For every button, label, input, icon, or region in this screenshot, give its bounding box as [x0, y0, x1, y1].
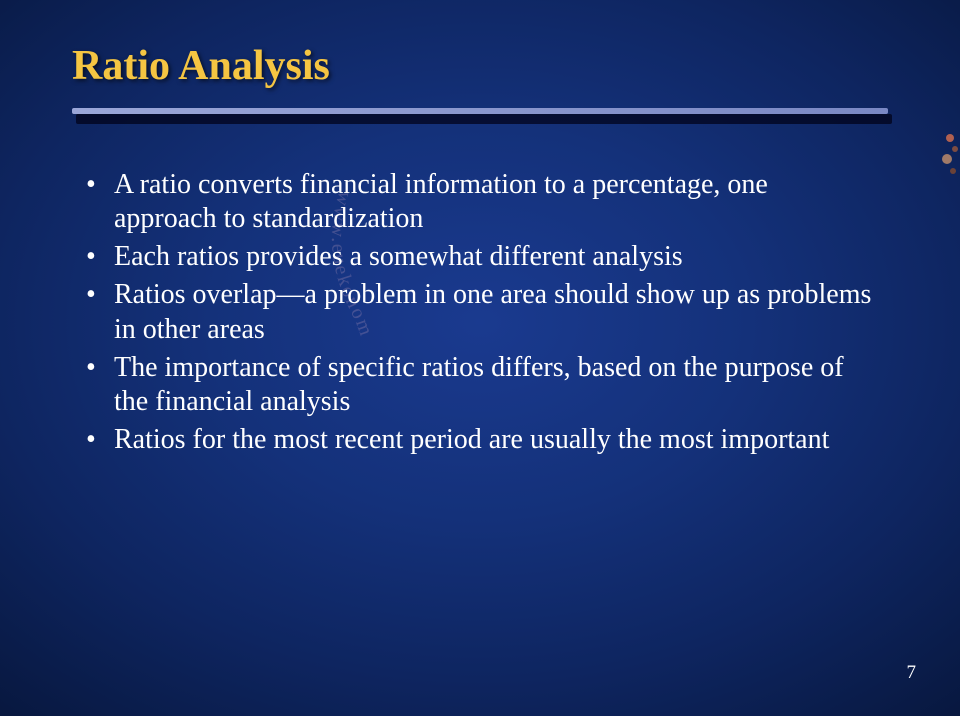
list-item: The importance of specific ratios differ… — [86, 351, 876, 419]
underline-shadow — [76, 114, 892, 124]
deco-dot — [952, 146, 958, 152]
list-item: Ratios overlap—a problem in one area sho… — [86, 278, 876, 346]
underline-main — [72, 108, 888, 114]
slide-title: Ratio Analysis — [72, 42, 330, 90]
decorative-dots — [940, 132, 960, 180]
list-item: Ratios for the most recent period are us… — [86, 423, 876, 457]
deco-dot — [950, 168, 956, 174]
deco-dot — [946, 134, 954, 142]
deco-dot — [942, 154, 952, 164]
list-item: Each ratios provides a somewhat differen… — [86, 240, 876, 274]
bullet-list: A ratio converts financial information t… — [86, 168, 876, 461]
list-item: A ratio converts financial information t… — [86, 168, 876, 236]
page-number: 7 — [907, 662, 917, 684]
